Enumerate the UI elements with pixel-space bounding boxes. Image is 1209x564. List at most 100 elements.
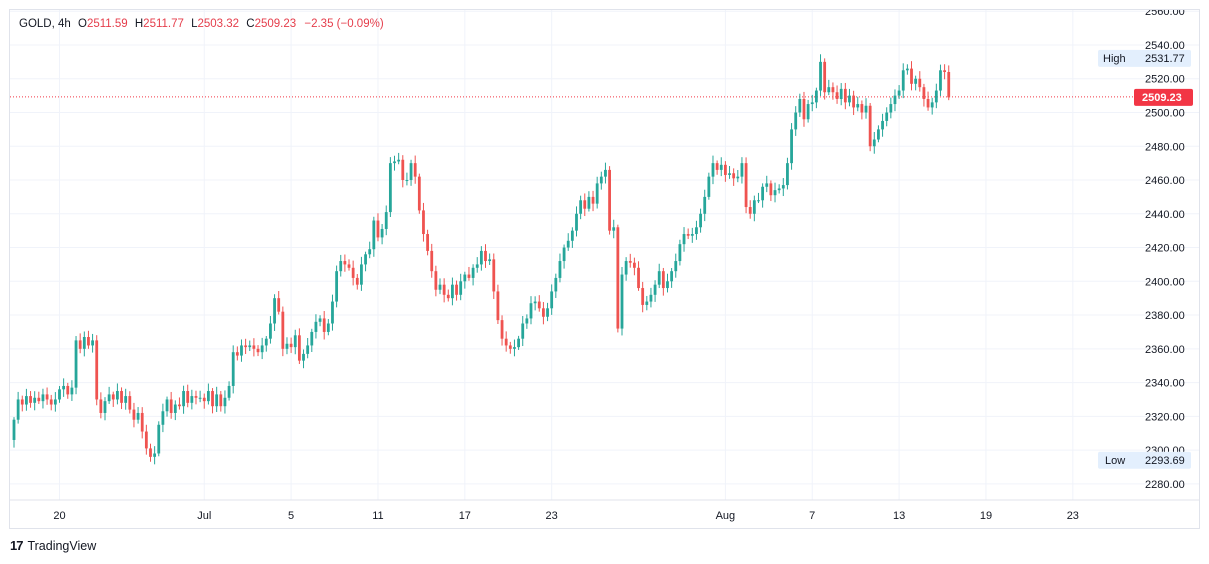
candle-body [74,340,78,388]
candle-body [438,284,442,290]
candle-body [111,394,115,400]
chart-frame[interactable]: 2280.00 2300.00 2320.00 2340.00 2360.00 2380.… [9,9,1200,529]
close-value: 2509.23 [254,18,297,30]
x-tick-label: Aug [716,510,736,522]
candle-body [62,385,66,390]
candle-body [281,311,285,349]
candle-body [901,70,905,91]
candle-body [905,68,909,71]
candle-body [463,274,467,282]
candle-body [881,120,884,130]
candle-body [525,318,529,324]
candle-body [521,323,525,339]
candle-body [699,213,702,228]
candle-body [91,340,94,346]
candle-body [343,261,347,265]
candle-body [583,200,587,209]
candle-body [219,394,223,407]
candle-body [856,104,860,108]
candle-body [227,385,231,398]
candle-body [517,338,520,348]
candle-body [128,396,132,410]
candle-body [194,396,198,398]
candle-body [843,88,847,103]
candle-body [107,394,111,402]
candle-body [264,338,268,346]
candle-body [752,200,756,214]
x-tick-label: 19 [980,510,992,522]
x-tick-label: 7 [809,510,815,522]
candle-body [360,264,363,285]
price-axis[interactable]: 2280.002300.002320.002340.002360.002380.… [1145,10,1185,491]
candle-body [16,399,20,420]
candle-body [347,264,351,268]
candle-body [426,234,429,251]
candle-body [546,308,549,317]
candle-body [409,163,413,181]
interval[interactable]: 4h [57,18,71,30]
candle-body [33,397,37,403]
candle-body [786,163,789,186]
candle-body [53,399,57,405]
candle-body [99,399,103,413]
candle-body [368,249,372,255]
candle-body [467,274,471,278]
candle-body [550,291,554,309]
candle-body [269,323,272,339]
candle-body [616,227,620,329]
candle-body [827,87,831,93]
candle-body [161,411,165,425]
candle-body [393,161,396,164]
candle-body [140,412,144,432]
candle-body [831,87,835,93]
candle-body [612,227,616,231]
candle-body [182,391,185,407]
candle-body [58,389,61,400]
candle-body [695,227,698,235]
candle-body [802,98,806,120]
low-label: L [191,18,198,30]
y-tick-label: 2280.00 [1145,479,1185,491]
candle-body [422,210,425,235]
x-tick-label: 20 [53,510,65,522]
candle-body [798,98,802,113]
candle-body [715,163,719,170]
candle-body [558,261,562,278]
candle-body [765,183,769,187]
candle-body [397,159,401,162]
symbol-name[interactable]: GOLD [19,18,52,30]
candle-body [417,176,421,211]
candle-body [318,318,322,322]
x-tick-label: 5 [288,510,294,522]
candle-body [897,90,901,96]
candle-body [49,399,53,405]
candle-body [744,163,748,208]
candle-body [740,163,744,177]
candle-body [25,396,28,405]
candle-body [864,105,868,113]
candle-body [587,196,591,209]
footer-branding[interactable]: 17 TradingView [10,538,96,553]
candle-body [848,95,851,103]
candle-body [41,394,45,402]
candle-body [670,271,674,282]
candle-body [835,92,839,99]
x-tick-label: 11 [372,510,383,522]
candle-body [202,397,206,402]
high-badge-value: 2531.77 [1145,53,1185,65]
candle-body [624,261,628,275]
candle-body [599,176,603,184]
price-chart[interactable]: 2280.002300.002320.002340.002360.002380.… [10,10,1199,528]
candle-body [711,163,715,177]
candle-body [806,104,810,120]
candle-body [488,259,492,262]
x-tick-label: 23 [1067,510,1079,522]
candle-body [306,345,310,354]
time-axis[interactable]: 20 Jul 5 11 17 23 Aug 7 13 19 23 [10,499,1199,522]
candle-body [653,284,657,295]
candle-body [860,104,864,113]
open-label: O [77,18,87,30]
candle-body [285,343,289,349]
candle-body [575,213,578,231]
candle-body [144,431,148,449]
